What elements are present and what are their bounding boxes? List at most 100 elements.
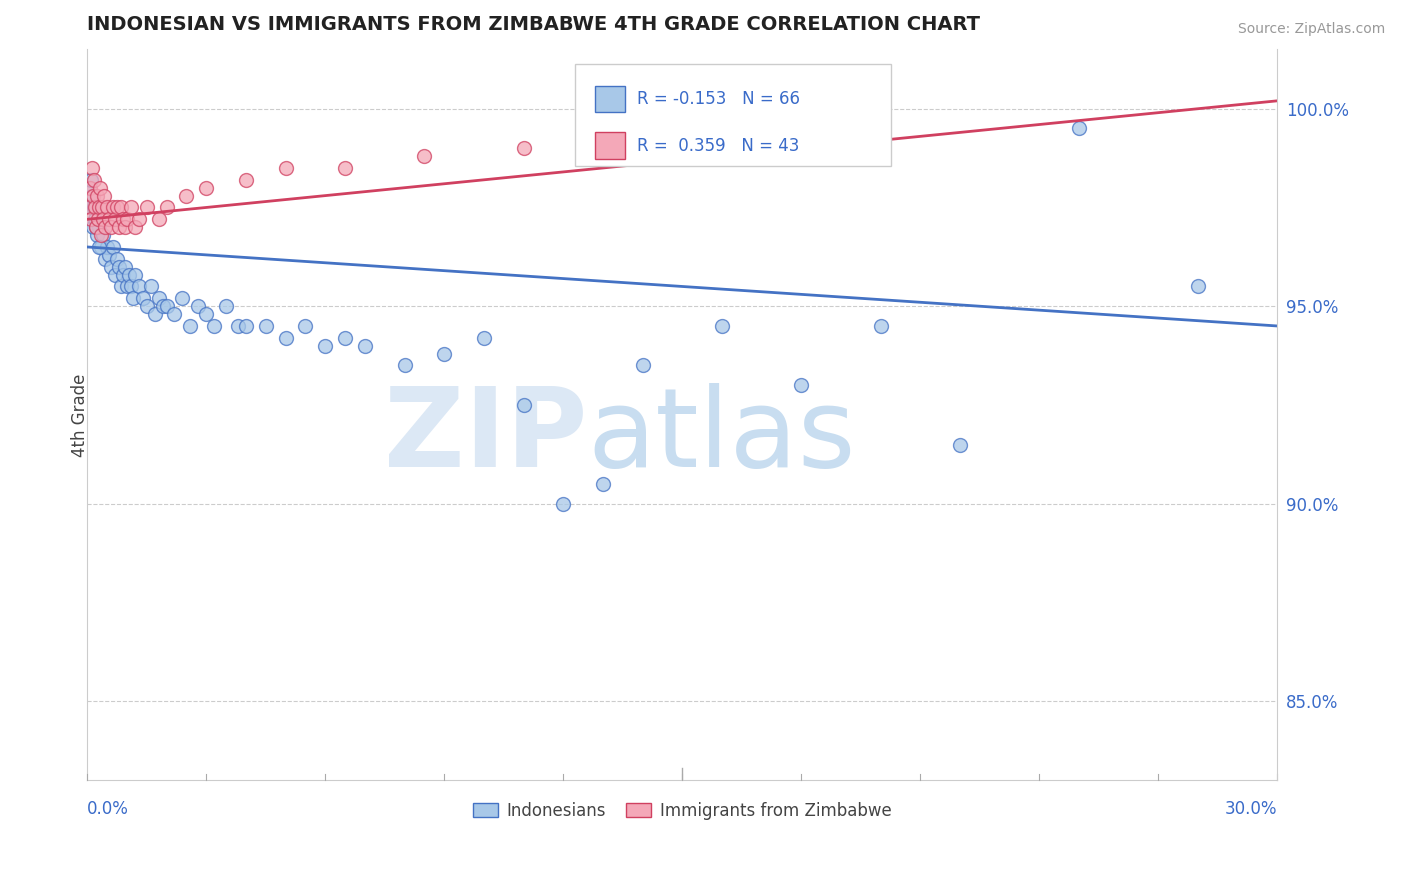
Point [135,201,157,215]
Point [90,240,112,254]
Point [98,212,121,227]
Point [121,291,143,305]
Point [711,318,734,333]
Point [89,180,111,194]
Point [114,220,136,235]
Text: ZIP: ZIP [384,384,588,491]
Point [82,220,104,235]
Point [96,201,118,215]
Point [101,201,124,215]
Point [114,260,136,274]
Point [80,161,103,175]
Point [98,248,121,262]
Point [1187,279,1209,293]
Point [274,161,297,175]
Point [195,307,218,321]
Point [176,188,198,202]
Point [790,378,813,392]
Point [553,497,575,511]
Point [111,212,134,227]
FancyBboxPatch shape [596,86,626,112]
Point [87,212,110,227]
Legend: Indonesians, Immigrants from Zimbabwe: Indonesians, Immigrants from Zimbabwe [467,796,898,827]
Point [155,299,177,313]
Point [631,359,654,373]
Point [82,188,104,202]
Point [118,268,141,282]
Point [86,188,108,202]
Y-axis label: 4th Grade: 4th Grade [72,373,89,457]
Point [105,252,128,266]
Point [187,299,209,313]
FancyBboxPatch shape [596,133,626,159]
Point [79,201,101,215]
Point [84,220,107,235]
Point [128,279,150,293]
Point [100,220,122,235]
Point [472,331,495,345]
Point [108,260,131,274]
Point [148,291,170,305]
Text: 0.0%: 0.0% [87,800,129,818]
Point [413,149,436,163]
Point [120,279,142,293]
Point [155,201,177,215]
Point [91,201,114,215]
Point [83,173,105,187]
Point [148,212,170,227]
Point [94,252,117,266]
Point [77,180,100,194]
Point [394,359,416,373]
Point [111,268,134,282]
Point [202,318,225,333]
Point [226,318,249,333]
Text: 30.0%: 30.0% [1225,800,1278,818]
Point [84,220,107,235]
Point [87,201,110,215]
Point [115,212,138,227]
Point [120,201,142,215]
Point [1067,121,1090,136]
Point [294,318,316,333]
Point [949,437,972,451]
Point [77,201,100,215]
Point [104,212,127,227]
Point [235,318,257,333]
Text: atlas: atlas [588,384,856,491]
FancyBboxPatch shape [575,64,890,167]
Point [869,318,891,333]
Point [235,173,257,187]
Point [91,212,114,227]
Point [139,279,162,293]
Point [215,299,238,313]
Point [135,299,157,313]
Text: R =  0.359   N = 43: R = 0.359 N = 43 [637,136,800,154]
Point [124,220,146,235]
Point [80,201,103,215]
Point [195,180,218,194]
Point [80,188,103,202]
Point [172,291,194,305]
Point [152,299,174,313]
Point [79,180,101,194]
Text: INDONESIAN VS IMMIGRANTS FROM ZIMBABWE 4TH GRADE CORRELATION CHART: INDONESIAN VS IMMIGRANTS FROM ZIMBABWE 4… [87,15,980,34]
Point [512,141,534,155]
Point [101,240,124,254]
Point [96,240,118,254]
Point [179,318,201,333]
Point [84,201,107,215]
Point [86,228,108,243]
Point [105,201,128,215]
Point [115,279,138,293]
Point [790,94,813,108]
Text: R = -0.153   N = 66: R = -0.153 N = 66 [637,90,800,108]
Point [128,212,150,227]
Point [163,307,186,321]
Point [100,260,122,274]
Text: Source: ZipAtlas.com: Source: ZipAtlas.com [1237,22,1385,37]
Point [110,201,132,215]
Point [83,201,105,215]
Point [87,240,110,254]
Point [132,291,155,305]
Point [631,121,654,136]
